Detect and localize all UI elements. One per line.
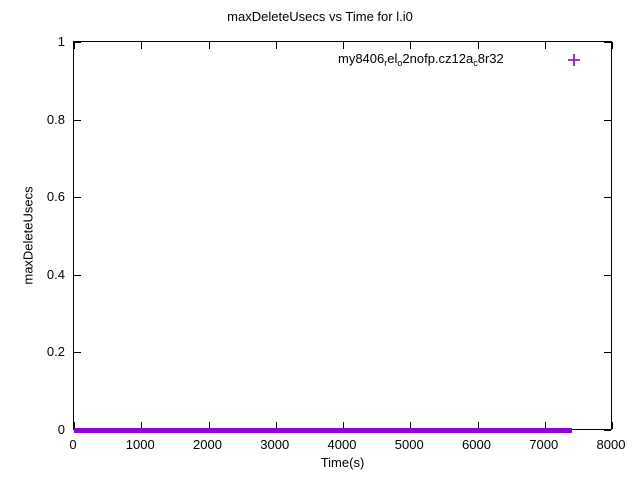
x-axis-tick xyxy=(478,42,479,49)
x-axis-tick-label: 7000 xyxy=(529,437,559,452)
x-axis-tick-label: 6000 xyxy=(462,437,491,452)
y-axis-tick xyxy=(604,42,611,43)
x-axis-tick xyxy=(612,422,613,429)
x-axis-tick-label: 4000 xyxy=(327,437,357,452)
plot-area xyxy=(73,41,613,433)
y-axis-tick xyxy=(604,352,611,353)
y-axis-tick-label: 1 xyxy=(57,34,65,49)
x-axis-tick-label: 0 xyxy=(69,437,77,452)
y-axis-tick-label: 0.8 xyxy=(46,111,65,127)
y-axis-tick xyxy=(604,275,611,276)
x-axis-tick xyxy=(343,422,344,429)
y-axis-title: maxDeleteUsecs xyxy=(20,186,36,285)
x-axis-tick xyxy=(209,42,210,49)
y-axis-tick xyxy=(74,352,81,353)
x-axis-tick xyxy=(545,422,546,429)
y-axis-tick xyxy=(74,197,81,198)
y-axis-tick-label: 0.6 xyxy=(46,189,65,205)
x-axis-tick-label: 3000 xyxy=(260,437,290,452)
y-axis-tick xyxy=(74,120,81,121)
x-axis-tick xyxy=(612,42,613,49)
legend-plus-marker-icon xyxy=(568,54,580,66)
x-axis-tick xyxy=(343,42,344,49)
x-axis-tick xyxy=(276,422,277,429)
x-axis-tick-label: 5000 xyxy=(394,437,424,452)
x-axis-tick xyxy=(478,422,479,429)
y-axis-tick xyxy=(74,42,81,43)
x-axis-tick xyxy=(141,422,142,429)
x-axis-title: Time(s) xyxy=(320,455,365,470)
y-axis-tick-label: 0.4 xyxy=(46,266,65,282)
x-axis-tick xyxy=(276,42,277,49)
x-axis-tick-label: 8000 xyxy=(596,437,626,452)
x-axis-tick xyxy=(410,422,411,429)
chart-title: maxDeleteUsecs vs Time for l.i0 xyxy=(227,9,413,24)
x-axis-tick xyxy=(74,422,75,429)
legend: my8406relo2nofp.cz12ac8r32 xyxy=(338,50,504,68)
x-axis-tick xyxy=(74,42,75,49)
x-axis-tick xyxy=(410,42,411,49)
x-axis-tick xyxy=(545,42,546,49)
x-axis-tick xyxy=(141,42,142,49)
data-series-0 xyxy=(74,428,572,433)
x-axis-tick xyxy=(209,422,210,429)
x-axis-tick-label: 1000 xyxy=(125,437,155,452)
y-axis-tick xyxy=(604,120,611,121)
y-axis-tick-label: 0.2 xyxy=(46,344,65,360)
y-axis-tick xyxy=(604,197,611,198)
x-axis-tick-label: 2000 xyxy=(193,437,222,452)
y-axis-tick xyxy=(74,275,81,276)
y-axis-tick-label: 0 xyxy=(57,422,65,437)
y-axis-tick xyxy=(604,430,611,431)
legend-entry-label: my8406relo2nofp.cz12ac8r32 xyxy=(338,51,504,68)
